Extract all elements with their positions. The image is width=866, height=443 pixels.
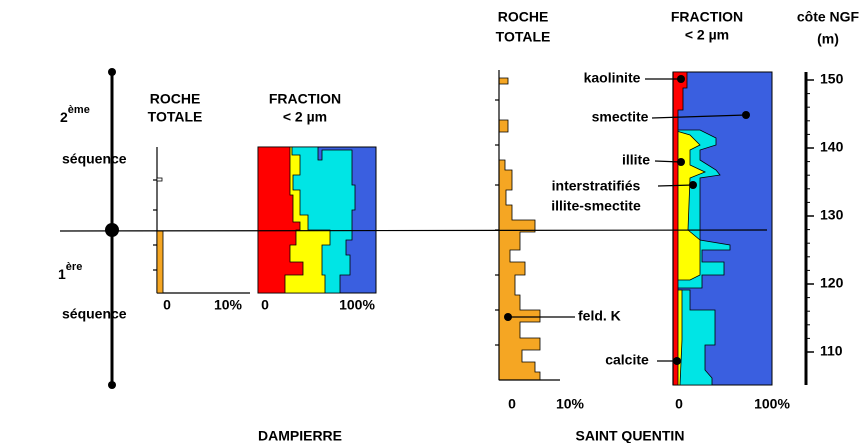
leader-dot [504,313,512,321]
axis-label: 0 [508,396,516,412]
tick-label: 110 [820,343,843,359]
axis-label: 0 [163,297,171,313]
site-name: DAMPIERRE [258,428,342,443]
tick-label: 140 [820,139,844,155]
leader-dot [689,181,697,189]
header: < 2 µm [685,27,729,43]
sequence-label: séquence [62,151,127,167]
site-name: SAINT QUENTIN [576,428,685,443]
leader-dot [677,75,685,83]
feldspar [156,230,164,294]
mineral-label: kaolinite [584,70,641,86]
scale-title: côte NGF [797,9,860,25]
axis-end [108,68,116,76]
feldspar [156,177,163,182]
axis-label: 10% [214,297,243,313]
header: TOTALE [496,29,551,45]
leader-dot [742,111,750,119]
leader-dot [677,158,685,166]
mineral-label: interstratifiés [552,178,641,194]
mineral-label: calcite [605,352,649,368]
header: ROCHE [150,91,201,107]
leader-dot [673,357,681,365]
mineral-label: feld. K [578,308,621,324]
mineral-label: smectite [592,109,649,125]
header: FRACTION [269,91,341,107]
mineral-label: illite-smectite [551,198,641,214]
header: < 2 µm [283,109,327,125]
illite-area [672,129,707,281]
header: ROCHE [498,9,549,25]
feldspar [498,77,541,381]
mineral-label: illite [622,152,650,168]
roche-ticks [153,179,157,271]
depth-ticks: 150 140 130 120 110 [806,71,844,359]
header: TOTALE [148,109,203,125]
axis-label: 10% [556,396,585,412]
kaolinite-area [257,146,304,294]
interstratified-area [672,289,716,386]
sequence-number: 2ème [60,104,90,125]
axis-label: 0 [675,396,683,412]
scale-title: (m) [817,31,839,47]
tick-label: 130 [820,207,844,223]
tick-label: 150 [820,71,844,87]
sequence-limit-line [59,229,768,232]
leader [654,160,682,163]
tick-label: 120 [820,275,844,291]
sequence-number: 1ère [58,261,82,282]
axis-label: 100% [754,396,790,412]
axis-label: 100% [339,297,375,313]
kaolinite-area [672,71,688,386]
sequence-limit [105,223,119,237]
leader [651,114,747,119]
leader [657,184,694,187]
axis-end [108,381,116,389]
header: FRACTION [671,9,743,25]
axis-label: 0 [261,297,269,313]
sequence-label: séquence [62,306,127,322]
